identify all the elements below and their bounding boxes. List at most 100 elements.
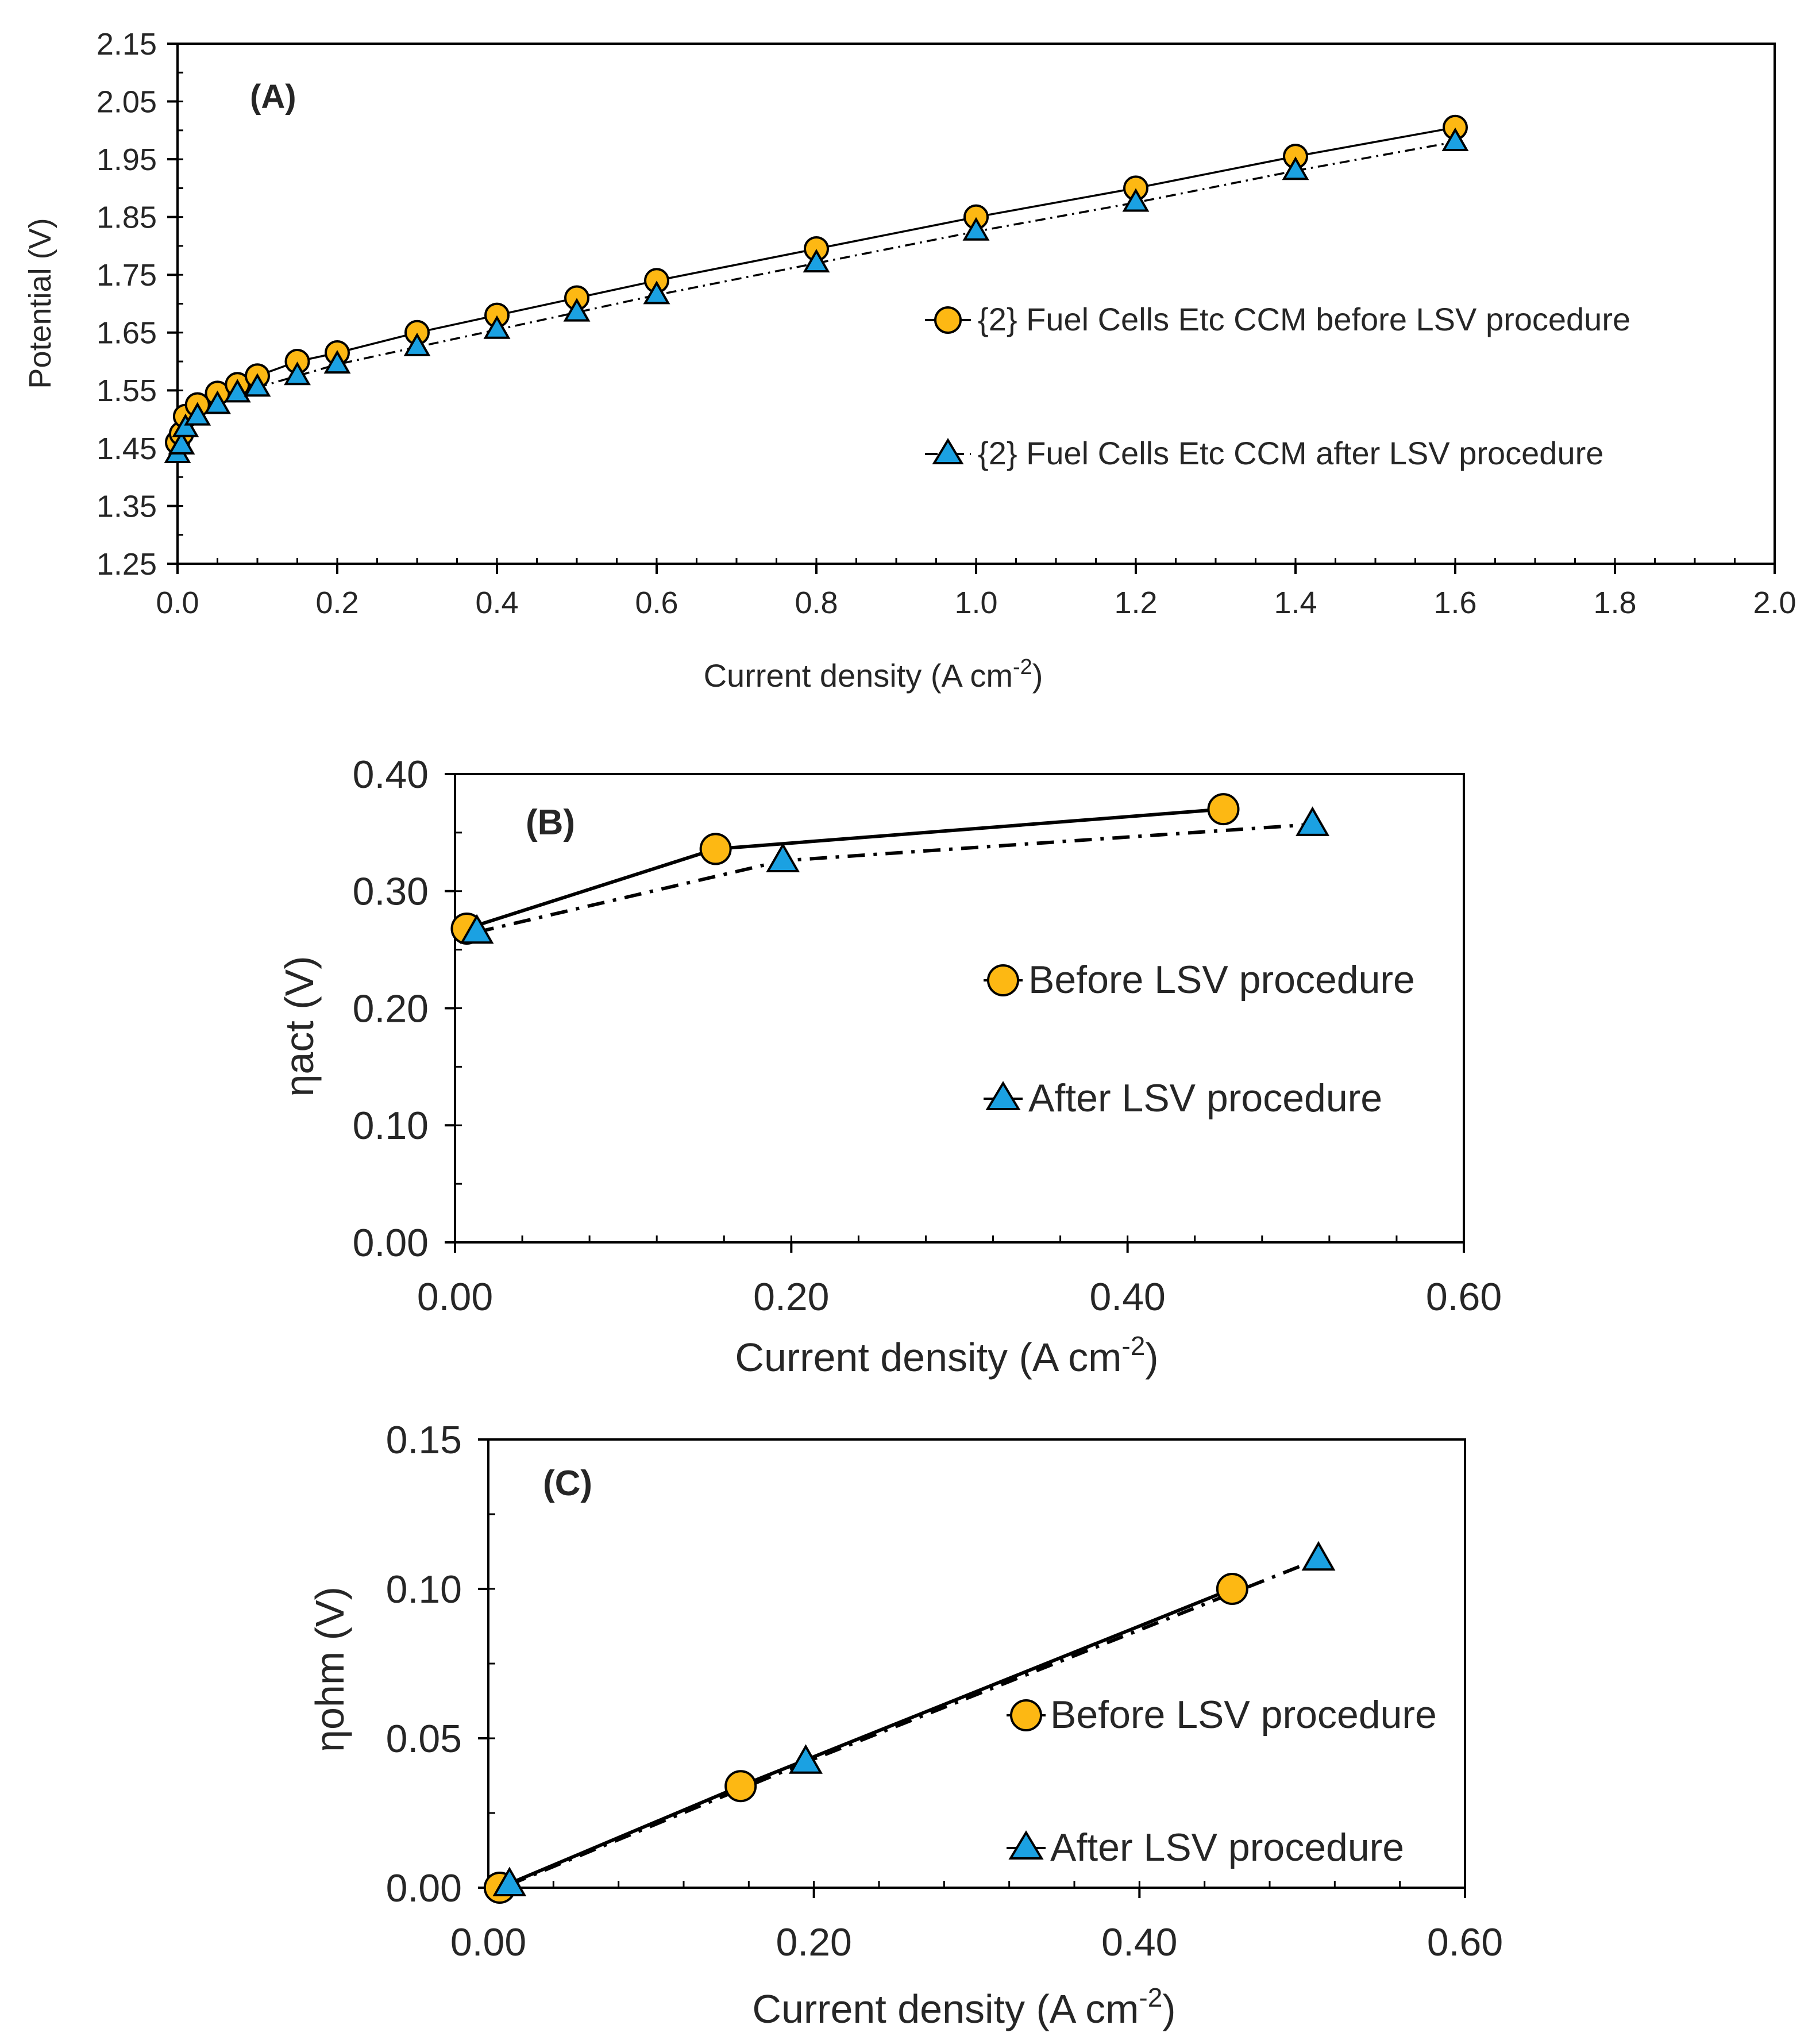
x-tick-label-b: 0.60: [1426, 1275, 1502, 1319]
panel-label-a: (A): [250, 78, 296, 116]
panel-label-b: (B): [526, 803, 575, 842]
x-tick-label-a: 1.4: [1274, 586, 1317, 620]
x-tick-label-a: 2.0: [1753, 586, 1796, 620]
data-point-a-after: [962, 217, 990, 241]
x-tick-label-a: 0.6: [635, 586, 678, 620]
x-tick-label-b: 0.20: [753, 1275, 829, 1319]
x-tick-label-a: 0.4: [475, 586, 518, 620]
legend-label-b-after: After LSV procedure: [1028, 1076, 1382, 1120]
y-ticks-c: 0.00 0.05 0.10 0.15: [386, 1418, 495, 1910]
data-point-a-after: [323, 350, 351, 374]
series-line-c-after: [508, 1557, 1320, 1887]
legend-item-a-before: {2} Fuel Cells Etc CCM before LSV proced…: [925, 301, 1630, 337]
x-tick-label-a: 0.8: [795, 586, 838, 620]
x-axis-label-c-sup: -2: [1139, 1983, 1162, 2012]
data-point-a-after: [1122, 188, 1150, 212]
chart-panel-b: 0.00 0.10 0.20 0.30 0.40 0.00 0.20 0.40 0.60 (B…: [277, 753, 1502, 1380]
chart-panel-c: 0.00 0.05 0.10 0.15 0.00 0.20 0.40 0.60 (C) ηo…: [307, 1418, 1503, 2031]
plot-area-b: [454, 773, 1465, 1244]
data-point-a-after: [1282, 156, 1309, 180]
data-point-c-before: [1216, 1573, 1248, 1605]
data-point-a-after: [284, 361, 311, 386]
x-tick-label-a: 0.2: [315, 586, 358, 620]
data-point-c-after: [1301, 1541, 1336, 1571]
y-tick-label-a: 2.05: [97, 84, 157, 119]
x-axis-label-b-end: ): [1145, 1335, 1158, 1380]
data-point-c-before: [724, 1770, 757, 1803]
x-ticks-c: 0.00 0.20 0.40 0.60: [450, 1881, 1503, 1964]
legend-marker-c-after: [1008, 1830, 1044, 1860]
x-axis-label-b: Current density (A cm-2): [735, 1331, 1158, 1380]
x-ticks-b: 0.00 0.20 0.40 0.60: [417, 1235, 1502, 1319]
x-tick-label-b: 0.00: [417, 1275, 493, 1319]
data-point-a-after: [643, 280, 670, 305]
y-tick-label-a: 1.85: [97, 201, 157, 235]
x-tick-label-a: 1.0: [954, 586, 997, 620]
x-axis-label-a-end: ): [1032, 657, 1043, 694]
data-point-a-after: [803, 249, 830, 273]
chart-panel-a: 1.25 1.35 1.45 1.55 1.65 1.75 1.85 1.95 2.05 2.15…: [23, 27, 1796, 694]
y-tick-label-b: 0.10: [353, 1104, 429, 1148]
data-point-b-after: [766, 842, 800, 872]
y-tick-label-a: 1.75: [97, 258, 157, 292]
x-axis-label-a-main: Current density (A cm: [704, 657, 1013, 694]
data-point-a-after: [172, 413, 199, 437]
y-tick-label-c: 0.10: [386, 1568, 462, 1611]
data-point-b-after: [460, 914, 494, 944]
y-tick-label-a: 1.65: [97, 316, 157, 351]
legend-label-b-before: Before LSV procedure: [1028, 958, 1415, 1002]
y-tick-label-b: 0.40: [353, 753, 429, 796]
y-tick-label-b: 0.30: [353, 870, 429, 914]
series-lines-a: [176, 126, 1456, 455]
x-axis-label-b-main: Current density (A cm: [735, 1335, 1121, 1380]
legend-item-a-after: {2} Fuel Cells Etc CCM after LSV procedu…: [925, 435, 1603, 471]
y-tick-label-b: 0.20: [353, 987, 429, 1030]
legend-marker-a-before: [934, 306, 962, 334]
data-point-c-after: [789, 1744, 823, 1774]
legend-item-b-after: After LSV procedure: [984, 1076, 1382, 1120]
legend-item-c-before: Before LSV procedure: [1007, 1693, 1437, 1737]
legend-item-c-after: After LSV procedure: [1007, 1826, 1404, 1869]
data-point-b-before: [699, 833, 732, 865]
legend-marker-a-after: [932, 438, 964, 464]
y-ticks-a: 1.25 1.35 1.45 1.55 1.65 1.75 1.85 1.95 2.05 2.15: [97, 27, 183, 582]
x-axis-label-c-main: Current density (A cm: [752, 1987, 1139, 2031]
y-axis-label-b: ηact (V): [277, 956, 322, 1096]
x-tick-label-a: 1.6: [1433, 586, 1476, 620]
y-tick-label-a: 1.45: [97, 432, 157, 466]
x-tick-label-c: 0.00: [450, 1920, 526, 1964]
x-tick-label-c: 0.60: [1427, 1920, 1503, 1964]
y-tick-label-c: 0.15: [386, 1418, 462, 1462]
x-tick-label-c: 0.40: [1101, 1920, 1177, 1964]
markers-a: [164, 114, 1469, 463]
y-tick-label-c: 0.05: [386, 1717, 462, 1761]
data-point-b-after: [1296, 806, 1330, 836]
data-point-a-after: [403, 332, 431, 356]
y-tick-label-b: 0.00: [353, 1221, 429, 1265]
data-point-b-before: [1207, 793, 1240, 826]
data-point-a-after: [1441, 127, 1469, 151]
markers-c: [483, 1541, 1336, 1904]
y-tick-label-a: 1.95: [97, 143, 157, 177]
legend-marker-b-after: [985, 1081, 1021, 1110]
series-line-b-after: [476, 822, 1313, 934]
y-ticks-b: 0.00 0.10 0.20 0.30 0.40: [353, 753, 462, 1265]
series-line-b-before: [466, 807, 1224, 930]
data-point-a-after: [244, 373, 271, 397]
x-axis-label-c-end: ): [1162, 1987, 1175, 2031]
series-line-a-after: [176, 141, 1456, 455]
legend-label-c-before: Before LSV procedure: [1050, 1693, 1437, 1737]
legend-marker-c-before: [1010, 1699, 1042, 1731]
panel-label-c: (C): [543, 1464, 592, 1503]
y-tick-label-a: 1.35: [97, 489, 157, 523]
x-axis-label-b-sup: -2: [1121, 1331, 1145, 1361]
legend-item-b-before: Before LSV procedure: [984, 958, 1415, 1002]
y-tick-label-c: 0.00: [386, 1866, 462, 1910]
y-tick-label-a: 1.25: [97, 547, 157, 582]
data-point-a-after: [563, 298, 591, 322]
data-point-a-after: [483, 315, 511, 339]
data-point-a-after: [184, 402, 211, 426]
x-axis-label-c: Current density (A cm-2): [752, 1983, 1175, 2031]
x-axis-label-a-sup: -2: [1013, 655, 1032, 679]
